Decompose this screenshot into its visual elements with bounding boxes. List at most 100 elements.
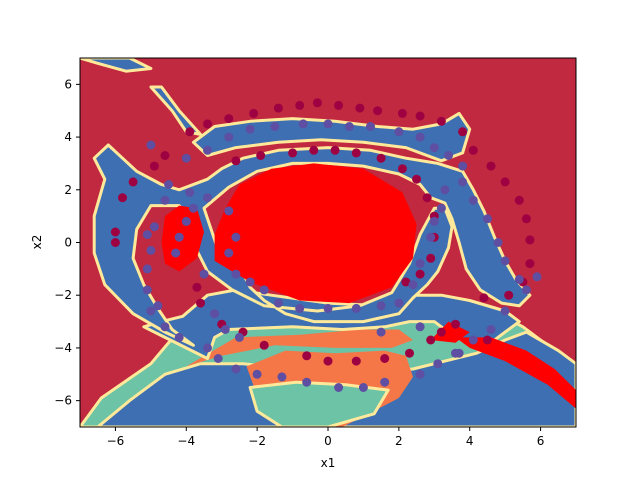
scatter-point	[429, 143, 439, 153]
y-tick-label: 0	[64, 236, 72, 250]
scatter-point	[249, 108, 259, 118]
scatter-point	[415, 111, 425, 121]
scatter-point	[110, 227, 120, 237]
scatter-point	[376, 301, 386, 311]
scatter-point	[358, 383, 368, 392]
scatter-point	[415, 259, 425, 269]
scatter-point	[231, 269, 241, 279]
scatter-point	[302, 377, 312, 387]
scatter-point	[312, 98, 322, 108]
scatter-point	[160, 195, 170, 205]
scatter-point	[245, 124, 255, 134]
scatter-point	[196, 298, 205, 308]
scatter-point	[479, 293, 489, 303]
scatter-point	[231, 364, 241, 374]
x-tick-label: −4	[177, 434, 195, 448]
scatter-point	[231, 232, 241, 242]
scatter-point	[142, 264, 152, 274]
scatter-point	[164, 180, 174, 189]
scatter-point	[355, 103, 365, 113]
scatter-point	[149, 222, 159, 232]
scatter-point	[401, 277, 411, 287]
scatter-point	[231, 156, 241, 166]
scatter-point	[323, 356, 333, 366]
scatter-point	[203, 193, 212, 203]
scatter-point	[234, 332, 244, 342]
scatter-point	[415, 269, 425, 279]
y-tick-label: −6	[54, 394, 72, 408]
decision-region-red	[430, 321, 470, 343]
scatter-point	[493, 238, 503, 247]
scatter-point	[486, 161, 496, 171]
scatter-point	[397, 164, 407, 174]
scatter-point	[185, 187, 195, 197]
scatter-point	[500, 177, 510, 187]
scatter-point	[323, 303, 333, 313]
x-tick-label: 2	[395, 434, 403, 448]
decision-region-blue	[149, 85, 202, 136]
scatter-point	[415, 322, 425, 332]
scatter-point	[415, 369, 425, 379]
scatter-point	[153, 301, 163, 311]
scatter-point	[174, 232, 184, 242]
scatter-point	[525, 259, 535, 269]
x-axis-ticks: −6 −4 −2 0 2 4 6	[107, 427, 544, 448]
scatter-point	[224, 132, 234, 142]
decision-region-red	[455, 337, 576, 409]
scatter-point	[288, 148, 298, 158]
scatter-point	[504, 290, 514, 300]
scatter-point	[394, 298, 404, 308]
scatter-point	[273, 103, 283, 113]
scatter-point	[302, 351, 312, 361]
scatter-point	[351, 356, 361, 366]
scatter-point	[181, 216, 191, 226]
scatter-point	[426, 335, 436, 345]
scatter-point	[160, 151, 170, 160]
y-tick-label: 6	[64, 77, 72, 91]
scatter-point	[309, 145, 319, 155]
scatter-point	[373, 106, 383, 116]
scatter-point	[532, 272, 542, 282]
scatter-point	[199, 269, 209, 279]
scatter-point	[408, 280, 418, 290]
scatter-point	[482, 335, 492, 345]
scatter-point	[142, 230, 152, 240]
y-axis-ticks: −6 −4 −2 0 2 4 6	[54, 77, 80, 408]
decision-region-red	[214, 163, 417, 304]
scatter-point	[486, 325, 496, 334]
y-axis-label: x2	[30, 235, 44, 250]
scatter-point	[426, 253, 436, 263]
scatter-point	[256, 151, 266, 160]
scatter-point	[323, 119, 333, 129]
y-tick-label: −2	[54, 288, 72, 302]
x-tick-label: 0	[324, 434, 332, 448]
scatter-point	[482, 214, 492, 224]
scatter-point	[344, 122, 354, 131]
scatter-point	[436, 327, 446, 337]
scatter-point	[521, 285, 531, 295]
decision-regions	[80, 58, 576, 427]
decision-region-blue	[92, 143, 532, 347]
scatter-point	[146, 306, 156, 316]
scatter-point	[394, 127, 404, 137]
scatter-point	[192, 282, 202, 292]
scatter-point	[146, 245, 156, 255]
decision-region-blue	[80, 58, 153, 73]
scatter-point	[458, 161, 468, 171]
scatter-point	[500, 306, 510, 316]
scatter-point	[259, 285, 269, 295]
scatter-point	[433, 359, 443, 369]
scatter-point	[415, 132, 425, 142]
scatter-point	[500, 256, 510, 266]
scatter-point	[220, 325, 230, 334]
scatter-point	[295, 303, 305, 313]
scatter-point	[224, 206, 234, 216]
scatter-point	[203, 145, 212, 155]
x-tick-label: 4	[466, 434, 474, 448]
scatter-point	[397, 108, 407, 118]
scatter-point	[203, 119, 212, 129]
scatter-point	[380, 354, 390, 363]
scatter-point	[376, 153, 386, 163]
